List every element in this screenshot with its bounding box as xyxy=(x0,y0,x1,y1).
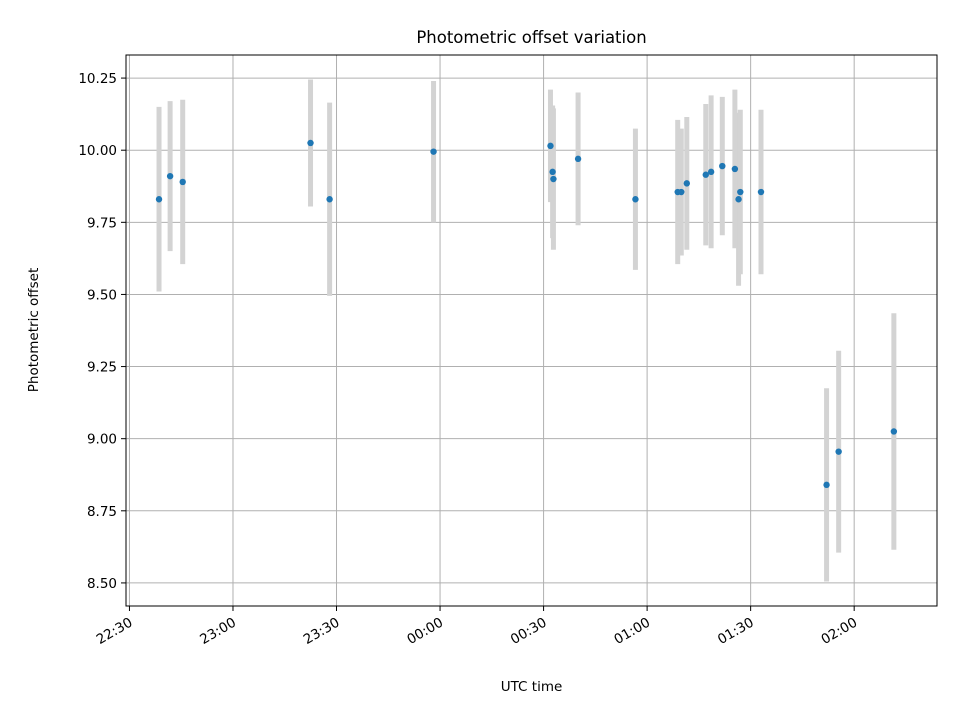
data-point xyxy=(707,168,715,176)
data-point xyxy=(702,171,709,178)
data-point xyxy=(155,196,163,203)
data-points xyxy=(155,139,898,489)
axes-background xyxy=(126,55,937,606)
data-point xyxy=(574,155,582,163)
x-axis-label: UTC time xyxy=(501,679,563,695)
data-point xyxy=(678,188,685,196)
data-point xyxy=(719,162,726,170)
data-point xyxy=(890,428,898,435)
data-point xyxy=(737,188,744,196)
data-point xyxy=(307,139,314,147)
grid-lines xyxy=(126,55,937,606)
data-point xyxy=(757,188,765,196)
y-axis-label: Photometric offset xyxy=(26,268,42,392)
data-point xyxy=(547,142,554,150)
axes-frame xyxy=(125,54,938,607)
data-point xyxy=(823,481,830,489)
data-point xyxy=(632,196,639,203)
y-tick-label: 9.75 xyxy=(87,215,117,231)
y-tick-label: 9.00 xyxy=(87,432,117,448)
data-point xyxy=(731,165,739,173)
y-tick-label: 10.00 xyxy=(78,143,117,159)
data-point xyxy=(430,148,437,155)
data-point xyxy=(550,175,557,183)
data-point xyxy=(179,178,186,186)
data-point xyxy=(683,180,690,187)
chart-title: Photometric offset variation xyxy=(416,28,646,47)
data-point xyxy=(735,196,742,203)
y-tick-label: 8.50 xyxy=(87,576,117,592)
y-axis: 8.50 8.75 9.00 9.25 9.50 9.75 10.00 10.25 xyxy=(78,71,126,592)
y-tick-label: 10.25 xyxy=(78,71,117,87)
plot-area xyxy=(125,54,938,607)
y-tick-label: 9.25 xyxy=(87,360,117,376)
y-tick-label: 8.75 xyxy=(87,504,117,520)
data-point xyxy=(326,196,333,203)
data-point xyxy=(835,448,842,455)
data-point xyxy=(166,172,174,180)
data-point xyxy=(549,168,556,176)
y-tick-label: 9.50 xyxy=(87,287,117,303)
